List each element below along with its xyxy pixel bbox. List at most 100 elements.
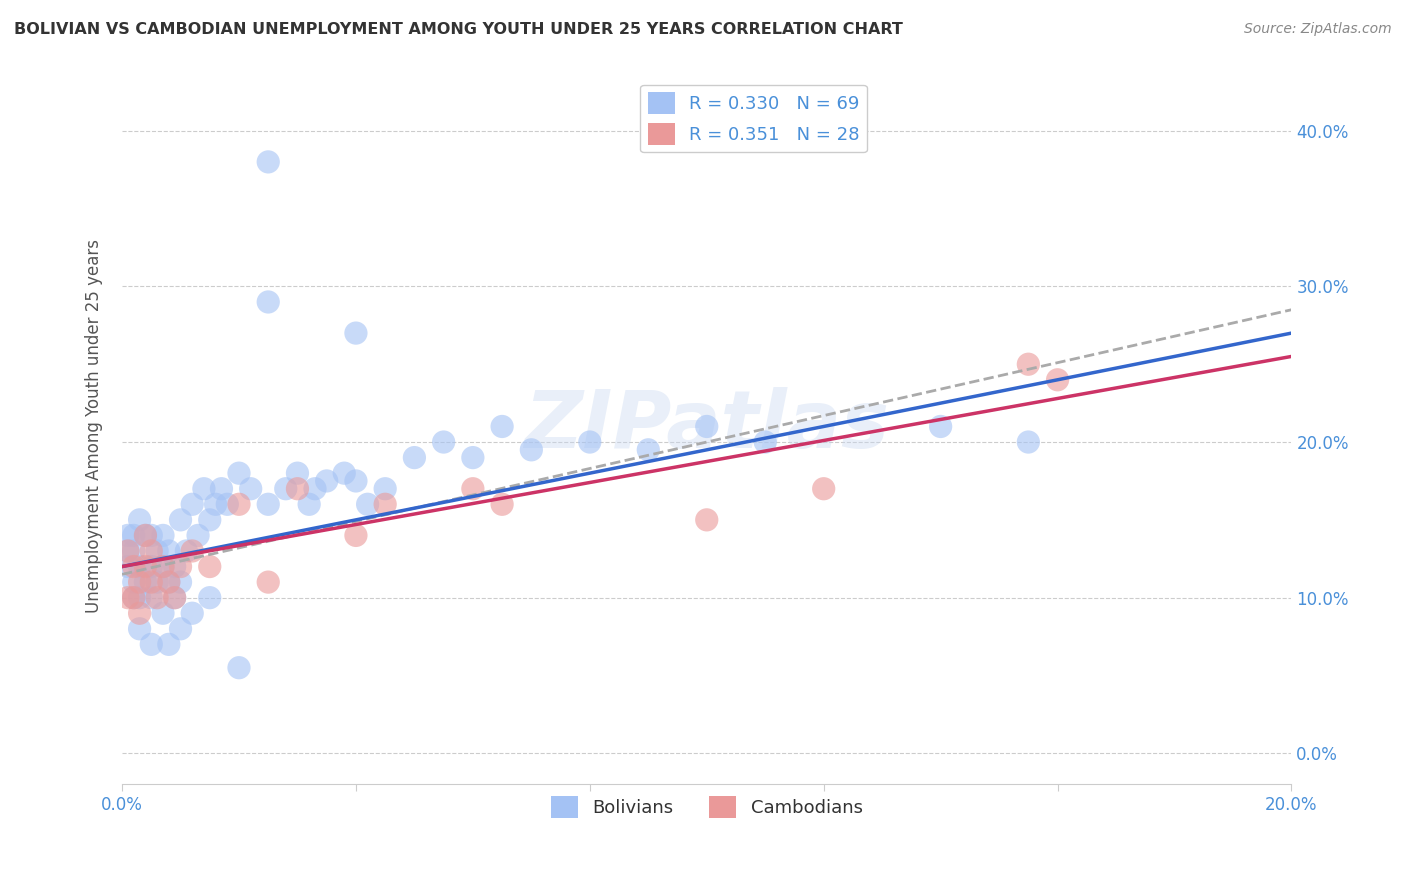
Legend: Bolivians, Cambodians: Bolivians, Cambodians	[543, 789, 870, 825]
Text: ZIPatlas: ZIPatlas	[524, 387, 889, 466]
Point	[217, 497, 239, 511]
Point	[141, 575, 163, 590]
Point	[169, 622, 191, 636]
Point	[163, 591, 186, 605]
Point	[146, 591, 169, 605]
Point	[211, 482, 233, 496]
Point	[117, 544, 139, 558]
Point	[117, 544, 139, 558]
Point	[117, 528, 139, 542]
Point	[344, 326, 367, 340]
Point	[152, 559, 174, 574]
Point	[122, 591, 145, 605]
Point	[433, 435, 456, 450]
Point	[128, 513, 150, 527]
Point	[374, 482, 396, 496]
Point	[117, 559, 139, 574]
Point	[344, 528, 367, 542]
Point	[228, 661, 250, 675]
Point	[122, 559, 145, 574]
Point	[315, 474, 337, 488]
Point	[813, 482, 835, 496]
Point	[491, 419, 513, 434]
Point	[1017, 435, 1039, 450]
Point	[134, 528, 156, 542]
Point	[298, 497, 321, 511]
Point	[204, 497, 226, 511]
Point	[344, 474, 367, 488]
Point	[157, 575, 180, 590]
Point	[141, 637, 163, 651]
Point	[304, 482, 326, 496]
Point	[257, 575, 280, 590]
Text: Source: ZipAtlas.com: Source: ZipAtlas.com	[1244, 22, 1392, 37]
Point	[198, 513, 221, 527]
Point	[696, 419, 718, 434]
Point	[187, 528, 209, 542]
Point	[198, 591, 221, 605]
Point	[141, 559, 163, 574]
Point	[117, 591, 139, 605]
Point	[1046, 373, 1069, 387]
Point	[152, 606, 174, 620]
Point	[169, 559, 191, 574]
Point	[374, 497, 396, 511]
Point	[122, 544, 145, 558]
Point	[134, 559, 156, 574]
Point	[181, 497, 204, 511]
Point	[122, 591, 145, 605]
Point	[128, 622, 150, 636]
Point	[929, 419, 952, 434]
Point	[163, 559, 186, 574]
Point	[696, 513, 718, 527]
Point	[287, 466, 309, 480]
Point	[228, 466, 250, 480]
Point	[637, 442, 659, 457]
Point	[141, 591, 163, 605]
Point	[257, 295, 280, 310]
Point	[128, 606, 150, 620]
Point	[356, 497, 378, 511]
Point	[157, 637, 180, 651]
Point	[274, 482, 297, 496]
Point	[157, 575, 180, 590]
Point	[152, 559, 174, 574]
Point	[146, 544, 169, 558]
Y-axis label: Unemployment Among Youth under 25 years: Unemployment Among Youth under 25 years	[86, 239, 103, 614]
Point	[461, 450, 484, 465]
Point	[461, 482, 484, 496]
Point	[128, 559, 150, 574]
Point	[152, 528, 174, 542]
Point	[198, 559, 221, 574]
Point	[163, 591, 186, 605]
Point	[404, 450, 426, 465]
Point	[181, 544, 204, 558]
Point	[122, 575, 145, 590]
Point	[141, 528, 163, 542]
Point	[228, 497, 250, 511]
Point	[134, 575, 156, 590]
Point	[754, 435, 776, 450]
Point	[169, 513, 191, 527]
Text: BOLIVIAN VS CAMBODIAN UNEMPLOYMENT AMONG YOUTH UNDER 25 YEARS CORRELATION CHART: BOLIVIAN VS CAMBODIAN UNEMPLOYMENT AMONG…	[14, 22, 903, 37]
Point	[257, 155, 280, 169]
Point	[181, 606, 204, 620]
Point	[239, 482, 262, 496]
Point	[333, 466, 356, 480]
Point	[134, 528, 156, 542]
Point	[257, 497, 280, 511]
Point	[491, 497, 513, 511]
Point	[122, 528, 145, 542]
Point	[128, 575, 150, 590]
Point	[287, 482, 309, 496]
Point	[169, 575, 191, 590]
Point	[146, 575, 169, 590]
Point	[176, 544, 198, 558]
Point	[1017, 357, 1039, 371]
Point	[520, 442, 543, 457]
Point	[141, 544, 163, 558]
Point	[128, 591, 150, 605]
Point	[157, 544, 180, 558]
Point	[578, 435, 600, 450]
Point	[193, 482, 215, 496]
